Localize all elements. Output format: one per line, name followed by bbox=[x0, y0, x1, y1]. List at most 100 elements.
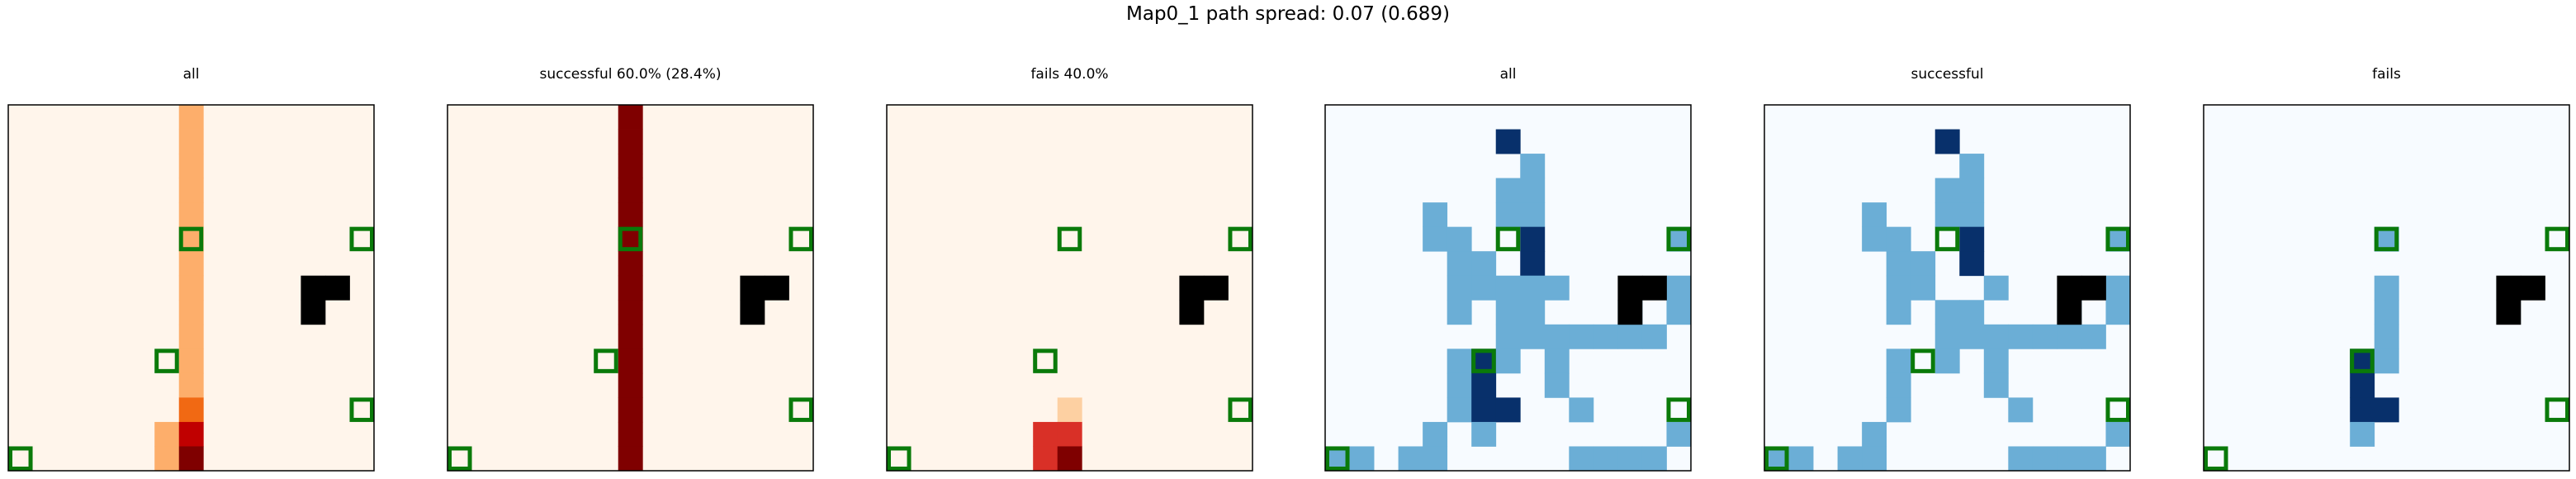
panel-title-4: all bbox=[1499, 66, 1517, 83]
heatmap-cell bbox=[2081, 324, 2106, 349]
heatmap-cell bbox=[178, 372, 204, 398]
heatmap-cell bbox=[1862, 202, 1887, 228]
goal-marker bbox=[8, 446, 33, 472]
heatmap-cell bbox=[178, 105, 204, 130]
heatmap-cell bbox=[178, 324, 204, 349]
heatmap-cell bbox=[1641, 324, 1667, 349]
obstacle-cell bbox=[1203, 275, 1229, 301]
obstacle-cell bbox=[2496, 275, 2522, 301]
heatmap-cell bbox=[1423, 421, 1448, 447]
heatmap-cell bbox=[178, 275, 204, 301]
heatmap-cell bbox=[1471, 421, 1497, 447]
heatmap-cell bbox=[2374, 324, 2399, 349]
panel-title-3: fails 40.0% bbox=[1030, 66, 1109, 83]
heatmap-cell bbox=[1959, 178, 1985, 203]
heatmap-cell bbox=[1057, 446, 1082, 472]
heatmap-cell bbox=[1544, 324, 1570, 349]
heatmap-cell bbox=[1569, 397, 1594, 423]
heatmap-cell bbox=[1423, 202, 1448, 228]
heatmap-cell bbox=[1911, 275, 1936, 301]
goal-marker bbox=[594, 349, 618, 373]
heatmap-cell bbox=[1788, 446, 1814, 472]
heatmap-cell bbox=[1398, 446, 1423, 472]
heatmap-panel-3 bbox=[886, 104, 1253, 472]
heatmap-cell bbox=[1911, 251, 1936, 277]
heatmap-cell bbox=[1666, 421, 1692, 447]
heatmap-panel-4 bbox=[1324, 104, 1692, 472]
heatmap-cell bbox=[1617, 324, 1643, 349]
heatmap-panel-1 bbox=[7, 104, 375, 472]
heatmap-cell bbox=[178, 421, 204, 447]
goal-marker bbox=[2545, 397, 2569, 422]
obstacle-cell bbox=[2081, 275, 2106, 301]
goal-marker bbox=[1228, 397, 1253, 422]
heatmap-cell bbox=[1057, 397, 1082, 423]
obstacle-cell bbox=[740, 300, 765, 325]
heatmap-cell bbox=[1471, 251, 1497, 277]
goal-marker bbox=[1911, 349, 1935, 373]
heatmap-cell bbox=[1886, 349, 1911, 374]
heatmap-cell bbox=[2081, 446, 2106, 472]
heatmap-cell bbox=[2008, 397, 2034, 423]
heatmap-cell bbox=[154, 421, 180, 447]
obstacle-cell bbox=[1641, 275, 1667, 301]
heatmap-cell bbox=[1593, 446, 1618, 472]
heatmap-cell bbox=[618, 349, 643, 374]
heatmap-cell bbox=[2105, 275, 2131, 301]
heatmap-cell bbox=[178, 446, 204, 472]
goal-marker bbox=[887, 446, 912, 472]
heatmap-cell bbox=[1520, 154, 1546, 178]
heatmap-cell bbox=[1934, 129, 1960, 154]
goal-marker bbox=[154, 349, 179, 373]
obstacle-cell bbox=[301, 300, 326, 325]
heatmap-cell bbox=[1862, 421, 1887, 447]
obstacle-cell bbox=[740, 275, 765, 301]
heatmap-cell bbox=[1495, 349, 1521, 374]
heatmap-cell bbox=[618, 154, 643, 178]
heatmap-cell bbox=[1959, 226, 1985, 252]
heatmap-cell bbox=[1934, 300, 1960, 325]
obstacle-cell bbox=[1179, 300, 1205, 325]
heatmap-cell bbox=[2105, 421, 2131, 447]
heatmap-cell bbox=[2374, 275, 2399, 301]
heatmap-cell bbox=[178, 397, 204, 423]
heatmap-cell bbox=[1886, 397, 1911, 423]
heatmap-cell bbox=[1495, 324, 1521, 349]
heatmap-frame bbox=[7, 104, 375, 472]
goal-marker bbox=[1666, 226, 1692, 252]
heatmap-cell bbox=[1057, 421, 1082, 447]
heatmap-cell bbox=[1447, 251, 1472, 277]
obstacle-cell bbox=[301, 275, 326, 301]
heatmap-cell bbox=[178, 178, 204, 203]
heatmap-cell bbox=[1544, 349, 1570, 374]
heatmap-cell bbox=[2057, 446, 2082, 472]
panel-title-2: successful 60.0% (28.4%) bbox=[539, 66, 722, 83]
goal-marker bbox=[1764, 446, 1789, 472]
goal-marker bbox=[1471, 349, 1496, 373]
panel-title-6: fails bbox=[2372, 66, 2401, 83]
goal-marker bbox=[1934, 226, 1960, 252]
heatmap-cell bbox=[618, 300, 643, 325]
heatmap-cell bbox=[1837, 446, 1863, 472]
heatmap-cell bbox=[1447, 397, 1472, 423]
heatmap-cell bbox=[1447, 349, 1472, 374]
goal-marker bbox=[1325, 446, 1350, 472]
goal-marker bbox=[178, 226, 204, 252]
heatmap-cell bbox=[1959, 251, 1985, 277]
heatmap-cell bbox=[618, 324, 643, 349]
heatmap-cell bbox=[1520, 251, 1546, 277]
goal-marker bbox=[1033, 349, 1058, 373]
obstacle-cell bbox=[2057, 275, 2082, 301]
heatmap-cell bbox=[178, 154, 204, 178]
heatmap-cell bbox=[1862, 226, 1887, 252]
heatmap-cell bbox=[1886, 275, 1911, 301]
heatmap-frame bbox=[886, 104, 1253, 472]
goal-marker bbox=[447, 446, 472, 472]
heatmap-cell bbox=[1033, 446, 1058, 472]
heatmap-frame bbox=[2203, 104, 2570, 472]
heatmap-cell bbox=[1862, 446, 1887, 472]
heatmap-panel-5 bbox=[1764, 104, 2131, 472]
obstacle-cell bbox=[1617, 275, 1643, 301]
heatmap-cell bbox=[618, 251, 643, 277]
